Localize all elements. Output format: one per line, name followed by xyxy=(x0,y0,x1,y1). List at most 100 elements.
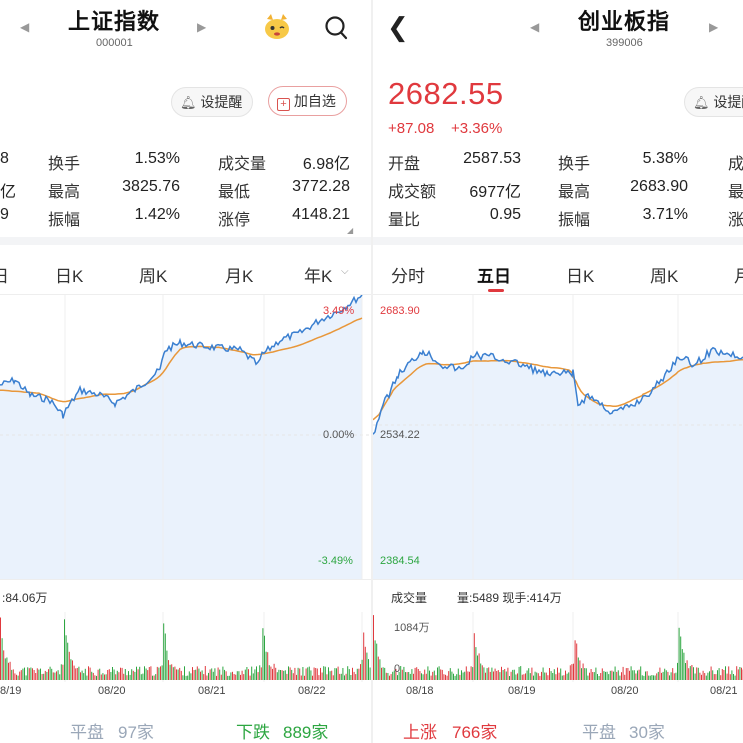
volume-bar xyxy=(429,670,430,680)
volume-bar xyxy=(294,667,296,680)
tab-weekly-k[interactable]: 周K xyxy=(650,267,679,286)
volume-bar xyxy=(28,668,30,680)
volume-bar xyxy=(416,667,418,680)
volume-bar xyxy=(598,676,600,680)
volume-bar xyxy=(432,671,434,680)
add-watchlist-button[interactable]: + 加自选 xyxy=(268,86,347,116)
tab-five-day[interactable]: 五日 xyxy=(477,267,511,286)
volume-bar xyxy=(659,667,661,680)
volume-bar xyxy=(300,675,302,680)
stock-title: 创业板指 xyxy=(578,9,671,34)
volume-bar xyxy=(729,674,731,680)
volume-bar xyxy=(542,667,544,680)
volume-bar xyxy=(134,671,136,680)
volume-bar xyxy=(536,672,538,680)
volume-title: 成交量 xyxy=(391,591,428,605)
volume-bar xyxy=(477,655,478,680)
search-icon[interactable] xyxy=(324,15,348,41)
volume-bar xyxy=(54,672,56,680)
set-reminder-button[interactable]: 🔔︎ 设提醒 xyxy=(684,87,743,117)
prev-stock-arrow-icon[interactable]: ◀ xyxy=(530,20,540,34)
volume-bar xyxy=(264,635,265,680)
tab-partial[interactable]: 日 xyxy=(0,267,9,286)
volume-bar xyxy=(150,666,152,680)
volume-bar xyxy=(358,668,360,680)
volume-bar xyxy=(737,669,739,680)
tab-intraday[interactable]: 分时 xyxy=(391,267,425,286)
volume-bar xyxy=(89,667,91,680)
volume-bar xyxy=(664,668,666,680)
expand-corner-icon[interactable]: ◢ xyxy=(347,226,354,235)
volume-bar xyxy=(377,656,379,680)
volume-bar xyxy=(353,671,355,680)
next-stock-arrow-icon[interactable]: ▶ xyxy=(197,20,207,34)
tab-yearly-k[interactable]: 年K xyxy=(304,267,333,286)
prev-stock-arrow-icon[interactable]: ◀ xyxy=(20,20,30,34)
volume-bar xyxy=(561,675,563,680)
volume-bar xyxy=(267,652,269,680)
volume-bar xyxy=(340,673,342,680)
volume-bar xyxy=(51,668,53,680)
next-stock-arrow-icon[interactable]: ▶ xyxy=(709,20,719,34)
volume-bar xyxy=(725,666,726,680)
volume-bar xyxy=(685,663,686,680)
volume-bar xyxy=(665,670,667,680)
volume-bar xyxy=(323,666,325,680)
volume-bar xyxy=(68,651,70,680)
volume-bar xyxy=(694,673,696,680)
volume-bar xyxy=(608,674,610,680)
volume-bar xyxy=(137,669,139,680)
volume-bar xyxy=(409,673,411,680)
tab-daily-k[interactable]: 日K xyxy=(566,267,595,286)
volume-bar xyxy=(337,666,339,680)
turnover-value: 1.53% xyxy=(134,150,180,167)
volume-bar xyxy=(445,674,446,680)
tab-weekly-k[interactable]: 周K xyxy=(139,267,168,286)
bell-icon: 🔔︎ xyxy=(180,95,197,110)
volume-bar xyxy=(348,669,350,680)
volume-bar xyxy=(209,669,211,680)
volume-bar xyxy=(582,663,584,680)
volume-bar xyxy=(131,669,133,680)
pct-zero-label: 0.00% xyxy=(323,429,355,441)
five-day-price-chart[interactable] xyxy=(373,295,743,580)
volume-bar xyxy=(320,667,321,680)
volume-bar xyxy=(86,675,88,680)
back-arrow-icon[interactable]: ❮ xyxy=(387,12,409,42)
volume-bar xyxy=(9,661,11,680)
volume-bar xyxy=(637,670,638,680)
volume-bar xyxy=(697,667,699,680)
intraday-price-chart[interactable] xyxy=(0,295,371,580)
volume-bar xyxy=(480,663,482,680)
volume-bar xyxy=(177,669,179,680)
low-label: 最低 xyxy=(218,184,251,201)
stat-partial-1: 成 xyxy=(728,156,743,173)
volume-bar xyxy=(528,668,530,680)
volume-bar xyxy=(3,650,5,680)
date-label: 8/19 xyxy=(0,685,22,697)
stat-partial-2: 亿 xyxy=(0,184,17,201)
volume-bar xyxy=(121,667,123,680)
volume-bar xyxy=(635,673,637,680)
volume-bar xyxy=(33,670,35,680)
volume-bar xyxy=(64,619,65,680)
volume-bar xyxy=(132,670,134,680)
volume-bar xyxy=(227,675,229,680)
volume-bar xyxy=(493,671,494,680)
volume-bar xyxy=(739,667,741,680)
volume-bar xyxy=(297,667,299,680)
volume-bar xyxy=(251,666,253,680)
price-line xyxy=(373,346,743,435)
volume-bar xyxy=(25,675,27,680)
tab-daily-k[interactable]: 日K xyxy=(55,267,84,286)
tab-monthly-k[interactable]: 月K xyxy=(225,267,254,286)
chevron-down-icon[interactable]: ⌵ xyxy=(341,266,349,277)
volume-bar xyxy=(139,666,141,680)
mascot-icon[interactable] xyxy=(262,12,292,42)
volume-bar xyxy=(126,675,128,680)
volume-bar xyxy=(219,669,221,680)
tab-monthly-partial[interactable]: 月 xyxy=(734,267,743,286)
volume-bar xyxy=(552,673,554,680)
set-reminder-button[interactable]: 🔔︎ 设提醒 xyxy=(171,87,254,117)
volume-bar xyxy=(256,666,257,680)
